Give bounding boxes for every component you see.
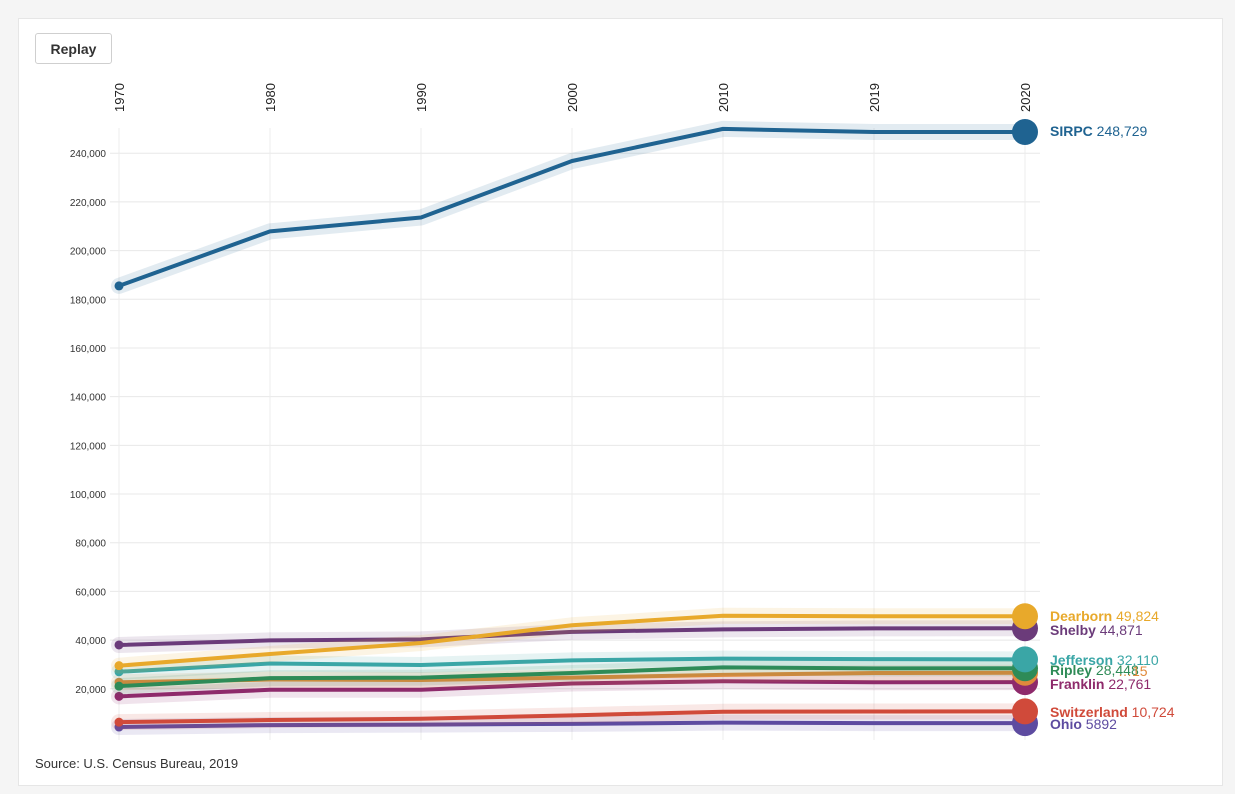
jefferson-end-label: Jefferson 32,110 bbox=[1050, 652, 1159, 668]
series-group bbox=[111, 118, 1038, 737]
dearborn-end-point bbox=[1012, 603, 1038, 630]
jefferson-end-value: 32,110 bbox=[1113, 652, 1159, 668]
sirpc-end-value: 248,729 bbox=[1093, 123, 1148, 139]
dearborn-line bbox=[117, 613, 1027, 668]
franklin-series-name: Franklin bbox=[1050, 676, 1104, 692]
x-tick-label: 1990 bbox=[414, 83, 429, 112]
x-tick-label: 1970 bbox=[112, 83, 127, 112]
ripley-end-label: Ripley 28,448 bbox=[1050, 662, 1139, 678]
ripley-line bbox=[117, 665, 1027, 689]
ripley-start-point bbox=[114, 681, 124, 691]
ripley-series-name: Ripley bbox=[1050, 662, 1092, 678]
switzerland-end-label: Switzerland 10,724 bbox=[1050, 704, 1175, 720]
franklin-end-value: 22,761 bbox=[1104, 676, 1151, 692]
ohio-line bbox=[117, 720, 1027, 730]
y-tick-label: 140,000 bbox=[70, 393, 107, 404]
y-tick-label: 200,000 bbox=[70, 247, 107, 258]
y-tick-label: 80,000 bbox=[75, 539, 106, 550]
source-note: Source: U.S. Census Bureau, 2019 bbox=[35, 756, 239, 771]
x-tick-label: 2010 bbox=[716, 83, 731, 112]
jefferson-series-name: Jefferson bbox=[1050, 652, 1113, 668]
shelby-start-point bbox=[114, 640, 124, 650]
switzerland-series-name: Switzerland bbox=[1050, 704, 1128, 720]
y-tick-label: 180,000 bbox=[70, 295, 107, 306]
ohio-series-name: Ohio bbox=[1050, 716, 1082, 732]
dearborn-end-label: Dearborn 49,824 bbox=[1050, 608, 1159, 624]
x-tick-label: 2000 bbox=[565, 83, 580, 112]
switzerland-end-point bbox=[1012, 698, 1038, 725]
x-tick-label: 2019 bbox=[867, 83, 882, 112]
ripley-end-value: 28,448 bbox=[1092, 662, 1139, 678]
sirpc-end-label: SIRPC 248,729 bbox=[1050, 123, 1148, 139]
y-tick-label: 100,000 bbox=[70, 490, 107, 501]
dearborn-series-name: Dearborn bbox=[1050, 608, 1112, 624]
x-tick-label: 2020 bbox=[1018, 83, 1033, 112]
sirpc-line bbox=[117, 126, 1027, 288]
y-axis: 20,000 40,000 60,000 80,000 100,000 120,000 14… bbox=[70, 149, 107, 696]
ohio-end-label: Ohio 5892 bbox=[1050, 716, 1117, 732]
x-axis: 1970 1980 1990 2000 2010 2019 2020 bbox=[112, 83, 1033, 112]
y-tick-label: 40,000 bbox=[75, 636, 106, 647]
switzerland-line bbox=[117, 709, 1027, 725]
x-tick-label: 1980 bbox=[263, 83, 278, 112]
dearborn-start-point bbox=[114, 661, 124, 671]
shelby-end-value: 44,871 bbox=[1096, 622, 1143, 638]
franklin-start-point bbox=[114, 691, 124, 701]
dearborn-end-value: 49,824 bbox=[1112, 608, 1159, 624]
jefferson-end-point bbox=[1012, 646, 1038, 673]
replay-button[interactable]: Replay bbox=[35, 33, 112, 64]
y-tick-label: 120,000 bbox=[70, 441, 107, 452]
franklin-end-label: Franklin 22,761 bbox=[1050, 676, 1151, 692]
sirpc-series-name: SIRPC bbox=[1050, 123, 1093, 139]
ohio-end-value: 5892 bbox=[1082, 716, 1117, 732]
y-tick-label: 60,000 bbox=[75, 587, 106, 598]
sirpc-start-point bbox=[114, 281, 124, 291]
y-tick-label: 160,000 bbox=[70, 344, 107, 355]
shelby-series-name: Shelby bbox=[1050, 622, 1096, 638]
switzerland-end-value: 10,724 bbox=[1128, 704, 1175, 720]
franklin-line bbox=[117, 679, 1027, 699]
decatur-end-label: …15 bbox=[1118, 663, 1148, 679]
jefferson-line bbox=[117, 656, 1027, 674]
y-tick-label: 240,000 bbox=[70, 149, 107, 160]
switzerland-start-point bbox=[114, 717, 124, 727]
sirpc-end-point bbox=[1012, 118, 1038, 145]
shelby-end-label: Shelby 44,871 bbox=[1050, 622, 1143, 638]
y-tick-label: 20,000 bbox=[75, 685, 106, 696]
shelby-line bbox=[117, 626, 1027, 647]
grid bbox=[110, 128, 1040, 740]
y-tick-label: 220,000 bbox=[70, 198, 107, 209]
